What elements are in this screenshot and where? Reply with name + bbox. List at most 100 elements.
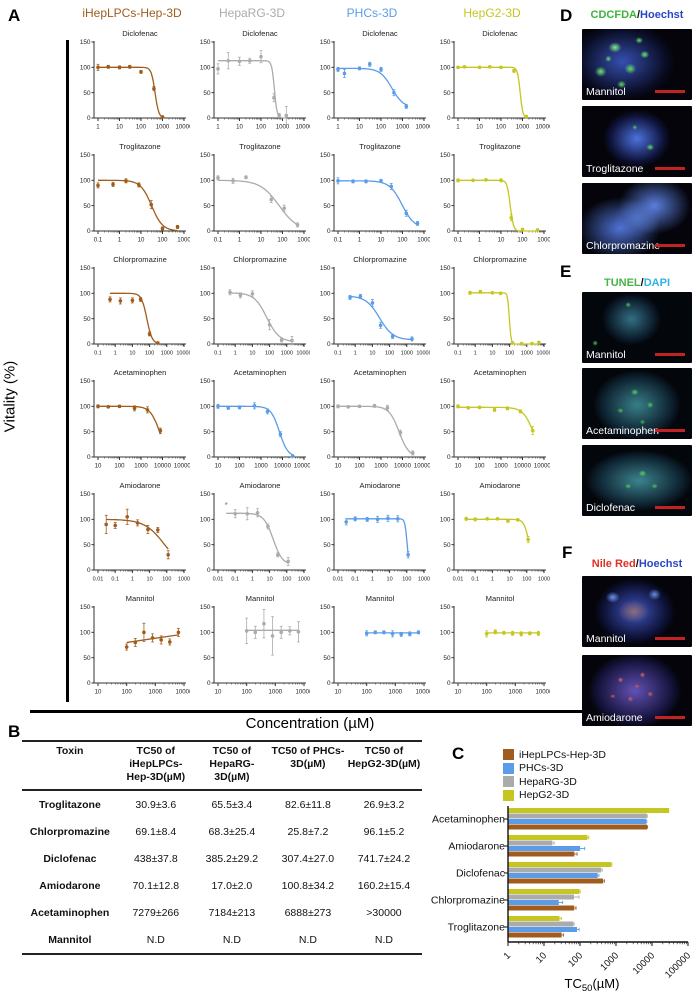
toxin-name: Mannitol [48,933,92,946]
stain-name: TUNEL [603,277,641,289]
svg-text:100: 100 [80,291,91,298]
svg-text:1: 1 [114,351,117,357]
tc50-value: N.D [374,933,394,946]
svg-text:150: 150 [80,491,91,498]
panel-b-label: B [8,722,21,741]
svg-text:10: 10 [249,351,255,357]
svg-text:100: 100 [440,404,451,411]
svg-text:Mannitol: Mannitol [366,594,395,603]
tc50-value: 7184±213 [208,906,256,919]
svg-text:0.1: 0.1 [334,237,343,244]
scale-bar [655,90,685,93]
legend-label: PHCs-3D [519,762,564,775]
table-header: TC50 of HepG2-3D(µM) [345,741,422,792]
svg-text:0.01: 0.01 [453,577,464,583]
svg-text:150: 150 [200,604,211,611]
svg-text:150: 150 [440,39,451,46]
svg-text:1: 1 [216,124,220,131]
svg-text:10: 10 [95,689,102,696]
dose-plot-acetaminophen-iheplpcs-hep-3d: Acetaminophen 0 50 100 150 10 100 1000 10000 1000… [80,368,190,470]
stain-name: / [635,558,639,570]
svg-text:1000: 1000 [494,463,508,470]
stain-name: Hoechst [638,558,683,570]
svg-text:100: 100 [80,65,91,72]
svg-text:50: 50 [443,655,451,662]
svg-text:10: 10 [534,950,549,965]
svg-text:1000: 1000 [156,124,170,131]
panel-f-title: Nile Red/Hoechst [572,558,693,570]
svg-text:Amiodarone: Amiodarone [120,481,161,490]
svg-text:1000: 1000 [417,237,430,244]
panel-e-label: E [560,262,572,281]
micrograph-label: Amiodarone [586,712,643,724]
legend-item: HepaRG-3D [503,775,606,789]
svg-text:100: 100 [362,689,373,696]
svg-text:1000: 1000 [537,237,550,244]
legend-swatch [503,776,514,788]
svg-text:150: 150 [200,39,211,46]
svg-text:1000: 1000 [297,237,310,244]
svg-text:Acetaminophen: Acetaminophen [114,368,167,377]
svg-text:1000: 1000 [134,463,148,470]
micrograph-f-mannitol: Mannitol [582,576,692,647]
svg-text:50: 50 [203,429,211,436]
svg-text:0: 0 [207,228,211,235]
dose-plot-chlorpromazine-hepg2-3d: Chlorpromazine 0 50 100 150 0.1 1 10 100 1000 1000… [440,255,550,357]
legend-swatch [503,762,514,774]
svg-text:10: 10 [215,463,222,470]
micrograph-label: Chlorpromazine [586,240,661,252]
svg-text:100000: 100000 [663,950,693,980]
legend-item: iHepLPCs-Hep-3D [503,748,606,762]
micrograph-e-mannitol: Mannitol [582,292,692,363]
svg-text:Acetaminophen: Acetaminophen [354,368,407,377]
svg-text:10000: 10000 [274,463,292,470]
svg-text:Diclofenac: Diclofenac [242,29,278,38]
svg-text:100: 100 [320,291,331,298]
svg-text:1: 1 [251,577,254,583]
svg-text:1: 1 [234,351,237,357]
svg-text:50: 50 [323,90,331,97]
svg-text:Chlorpromazine: Chlorpromazine [113,255,167,264]
svg-text:100: 100 [122,689,133,696]
svg-text:100: 100 [200,291,211,298]
svg-text:50: 50 [443,316,451,323]
svg-text:10000: 10000 [176,689,190,696]
svg-text:0: 0 [327,228,331,235]
svg-text:0: 0 [327,115,331,122]
svg-text:50: 50 [203,316,211,323]
svg-text:10000: 10000 [176,351,190,357]
svg-text:10000: 10000 [296,124,310,131]
svg-text:100: 100 [114,463,125,470]
table-row: Mannitol N.D N.D N.D N.D [22,926,422,954]
svg-text:TC50(µM): TC50(µM) [565,976,620,994]
svg-text:1000: 1000 [418,577,430,583]
svg-text:1000: 1000 [254,463,268,470]
header-heparg: HepaRG-3D [218,6,286,20]
svg-text:1: 1 [502,950,514,962]
svg-text:0: 0 [87,454,91,461]
tc50-value: 65.5±3.4 [211,798,253,811]
svg-text:150: 150 [200,378,211,385]
scale-bar [655,167,685,170]
dose-plot-troglitazone-iheplpcs-hep-3d: Troglitazone 0 50 100 150 0.1 1 10 100 1000 [80,142,190,244]
svg-text:100: 100 [376,124,387,131]
svg-text:10000: 10000 [176,124,190,131]
svg-text:100: 100 [354,463,365,470]
panel-a-baseline [30,710,588,713]
scale-bar [655,429,685,432]
scale-bar [655,716,685,719]
legend-item: PHCs-3D [503,762,606,776]
micrograph-e-diclofenac: Diclofenac [582,445,692,516]
svg-text:150: 150 [440,491,451,498]
tc50-bar-svg: Acetaminophen Amiodarone Diclofenac Chlorpr… [431,806,693,994]
dose-plot-acetaminophen-phcs-3d: Acetaminophen 0 50 100 150 10 100 1000 10000 1000… [320,368,430,470]
svg-text:100: 100 [505,351,514,357]
stain-name: / [636,9,641,21]
svg-text:10: 10 [455,463,462,470]
svg-text:0: 0 [207,567,211,574]
svg-text:Troglitazone: Troglitazone [448,922,506,934]
svg-text:0.1: 0.1 [231,577,239,583]
dose-plot-mannitol-heparg-3d: Mannitol 0 50 100 150 10 100 1000 10000 [200,594,310,696]
svg-text:100: 100 [517,237,528,244]
tc50-value: 7279±266 [132,906,180,919]
